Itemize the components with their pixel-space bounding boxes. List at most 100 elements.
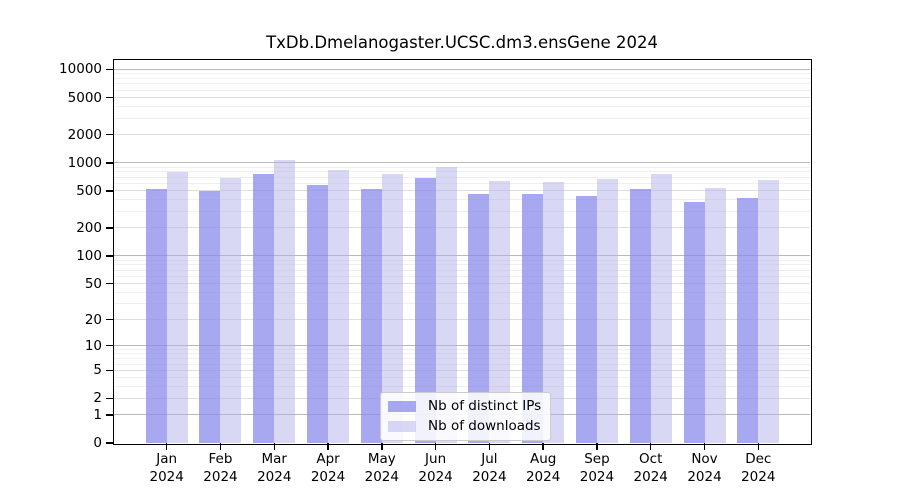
x-axis-tick [757,443,760,450]
gridline [114,166,810,168]
gridline [114,190,810,192]
x-tick-label: Nov 2024 [687,451,722,485]
bar-downloads-jun [435,167,457,443]
x-axis-tick [703,443,706,450]
gridline [114,283,810,284]
bar-distinct-ips-aug [522,194,544,443]
gridline [114,211,810,212]
gridline [114,264,810,266]
x-tick-label: Aug 2024 [525,451,561,485]
x-axis-tick [327,443,329,450]
x-axis-tick [488,443,491,450]
y-tick-label: 10 [84,337,102,354]
y-axis-tick [106,133,113,136]
y-axis-tick [106,227,113,229]
bar-downloads-jan [166,172,188,443]
gridline [114,353,810,355]
chart-title: TxDb.Dmelanogaster.UCSC.dm3.ensGene 2024 [266,33,658,52]
x-tick-label: Sep 2024 [579,451,615,485]
bar-distinct-ips-nov [683,201,705,443]
y-axis-tick [106,318,113,321]
bar-distinct-ips-oct [629,188,651,443]
gridline [114,349,810,351]
y-tick-label: 1000 [67,154,102,171]
x-axis-tick [219,443,222,450]
gridline [114,89,810,91]
y-axis-tick [106,344,113,347]
bar-downloads-may [381,173,403,443]
y-axis-tick [106,414,113,416]
y-axis-tick [106,397,113,400]
gridline [114,259,810,261]
y-axis-tick [106,442,113,444]
y-tick-label: 1 [93,406,102,423]
y-tick-label: 2 [93,390,102,407]
legend-item-distinct-ips: Nb of distinct IPs [388,397,541,415]
bar-downloads-apr [328,170,350,443]
bar-distinct-ips-sep [575,195,597,443]
bar-downloads-jul [489,181,511,443]
x-axis-tick [381,443,383,450]
gridline [114,77,810,79]
gridline [114,162,810,164]
gridline [114,369,810,371]
bar-distinct-ips-feb [199,190,221,443]
y-axis-tick [106,369,113,372]
x-axis-tick [165,443,168,450]
gridline [114,255,810,257]
plot-area [112,58,812,445]
downloads-swatch-icon [388,420,416,432]
gridline [114,291,810,293]
y-axis-tick [106,190,113,192]
gridline [114,345,810,347]
y-tick-label: 20 [84,311,102,328]
x-tick-label: Feb 2024 [203,451,238,485]
gridline [114,134,810,136]
gridline [114,227,810,229]
y-tick-label: 100 [76,247,102,264]
bar-downloads-sep [596,178,618,443]
gridline [114,106,810,108]
x-axis-tick [596,443,598,450]
gridline [114,182,810,184]
y-tick-label: 200 [76,219,102,236]
gridline [114,171,810,173]
x-axis-tick [434,443,437,450]
gridline [114,358,810,360]
gridline [114,97,810,98]
gridline [114,275,810,277]
gridline [114,199,810,201]
bar-distinct-ips-dec [737,198,759,443]
x-tick-label: Oct 2024 [633,451,668,485]
y-tick-label: 0 [93,435,102,451]
y-tick-label: 2000 [67,126,102,143]
bar-downloads-aug [543,181,565,443]
gridline [114,377,810,379]
bar-downloads-oct [650,174,672,443]
x-axis-tick [542,443,544,450]
bar-downloads-nov [704,187,726,443]
bar-distinct-ips-jul [468,193,490,443]
bar-distinct-ips-apr [307,184,329,443]
x-tick-label: Mar 2024 [257,451,292,485]
gridline [114,176,810,178]
y-tick-label: 10000 [59,61,102,78]
y-axis-tick [106,68,113,71]
gridline [114,73,810,75]
y-tick-label: 50 [84,275,102,292]
bar-downloads-mar [274,160,296,443]
gridline [114,303,810,305]
x-tick-label: Apr 2024 [310,451,346,485]
gridline [114,269,810,271]
y-tick-label: 5000 [67,89,102,106]
legend-label-downloads: Nb of downloads [428,418,541,434]
y-axis-tick [106,162,113,164]
gridline [114,68,810,70]
x-tick-label: Jul 2024 [472,451,507,485]
x-tick-label: Jan 2024 [149,451,184,485]
legend-label-ips: Nb of distinct IPs [428,398,542,414]
y-tick-label: 500 [76,182,102,199]
bar-distinct-ips-jan [145,188,167,443]
gridline [114,386,810,388]
